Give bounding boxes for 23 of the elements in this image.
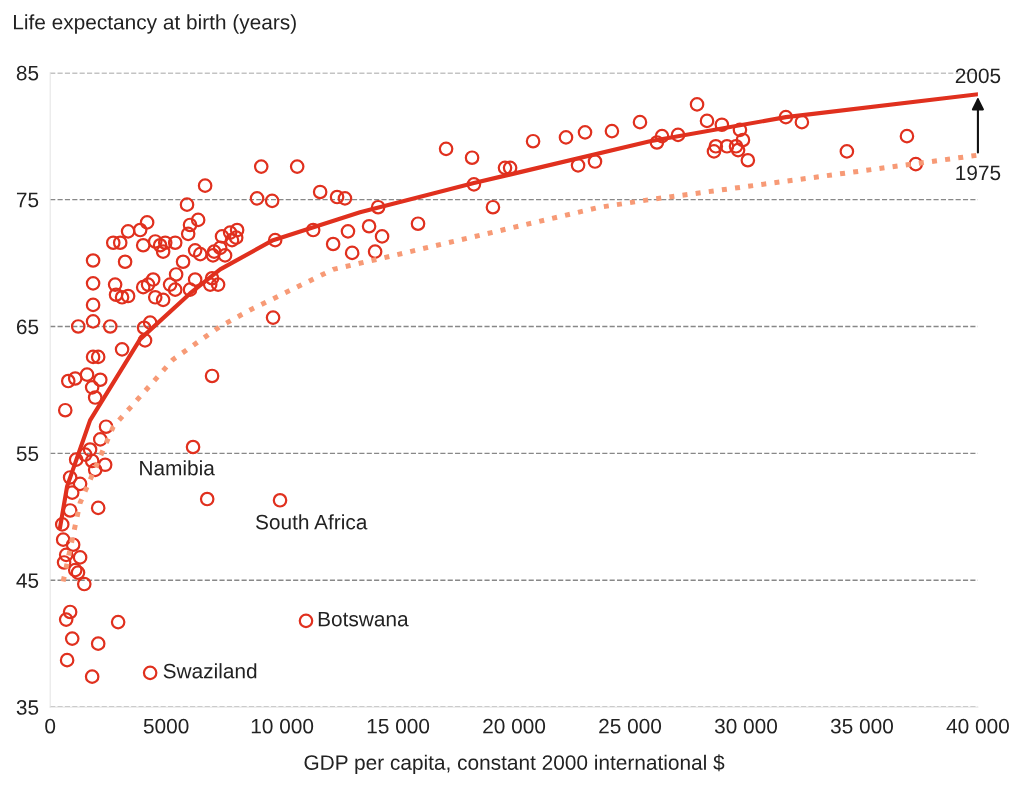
y-tick-label: 65 <box>16 319 39 335</box>
x-tick-label: 20 000 <box>483 718 546 734</box>
x-tick-label: 0 <box>45 718 56 734</box>
y-tick-label: 45 <box>16 573 39 588</box>
x-tick-label: 25 000 <box>599 718 662 734</box>
annotation: Botswana <box>318 611 409 627</box>
annotation: Namibia <box>140 460 215 476</box>
y-tick-label: 75 <box>16 192 39 208</box>
y-tick-label: 55 <box>16 446 39 462</box>
annotation: South Africa <box>255 514 368 530</box>
annotation: Swaziland <box>163 663 257 679</box>
x-tick-label: 40 000 <box>946 718 1009 734</box>
x-tick-label: 5000 <box>143 718 189 734</box>
x-tick-label: 15 000 <box>367 718 430 734</box>
x-tick-label: 10 000 <box>251 718 314 734</box>
x-axis-title: GDP per capita, constant 2000 international $ <box>304 754 725 775</box>
x-tick-label: 30 000 <box>714 718 778 734</box>
y-tick-label: 85 <box>16 65 39 81</box>
x-tick-label: 35 000 <box>830 718 893 734</box>
series-label: 2005 <box>955 68 1001 84</box>
y-axis-title: Life expectancy at birth (years) <box>14 14 296 34</box>
series-label: 1975 <box>956 165 1001 181</box>
y-tick-label: 35 <box>16 700 39 715</box>
